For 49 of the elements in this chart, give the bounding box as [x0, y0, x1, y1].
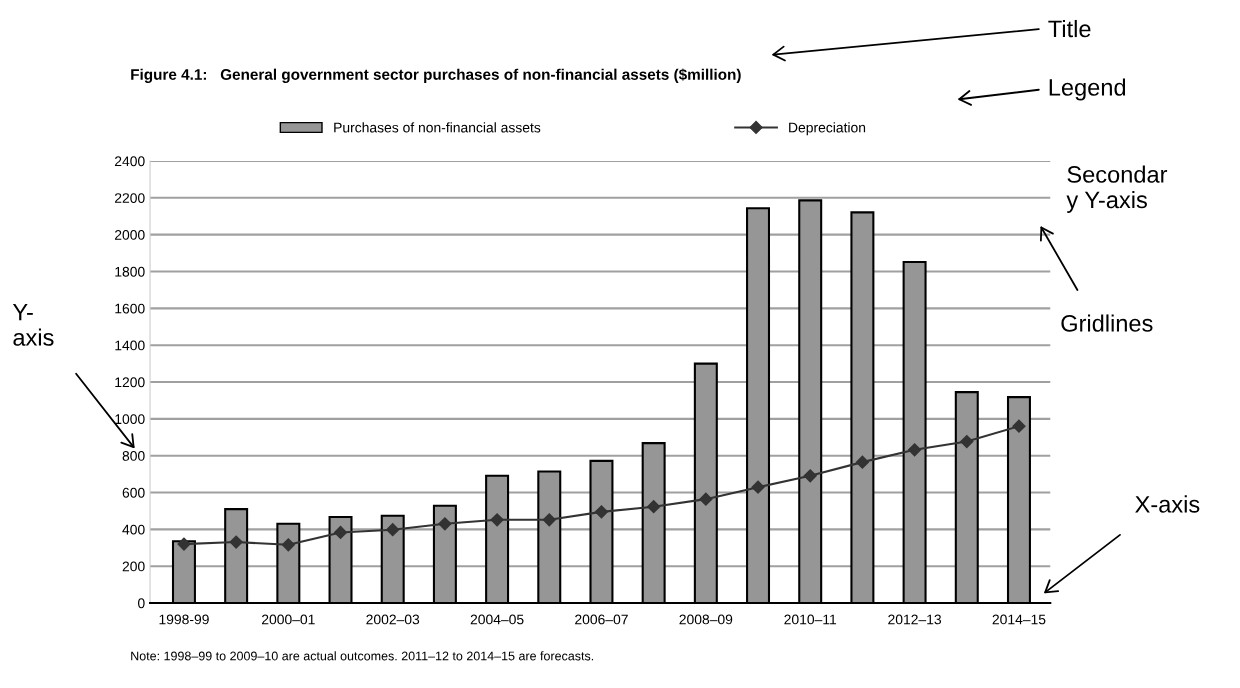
point — [386, 523, 400, 537]
text: Y- axis — [12, 303, 54, 346]
x-tick-label: 2012–13 — [888, 614, 942, 625]
text: Secondar y Y-axis — [1066, 165, 1168, 213]
y-tick-label: 0 — [138, 598, 145, 609]
y-tick-label: 400 — [122, 524, 145, 535]
point — [229, 535, 243, 549]
text: Title — [1048, 19, 1091, 38]
point — [542, 513, 556, 527]
y-tick-label: 2400 — [114, 156, 145, 167]
x-tick-label: 2000–01 — [262, 614, 315, 625]
point — [647, 500, 661, 514]
y-tick-label: 1800 — [115, 266, 145, 277]
x-tick-label: 2008–09 — [679, 614, 733, 625]
x-tick-label: 2006–07 — [575, 614, 628, 625]
point — [177, 537, 191, 551]
y-tick-label: 800 — [122, 451, 145, 461]
y-tick-label: 1600 — [115, 303, 145, 314]
y-tick-label: 600 — [122, 487, 145, 498]
x-tick-label: 2004–05 — [470, 614, 524, 625]
y-tick-label: 1400 — [115, 340, 145, 351]
point — [751, 480, 765, 494]
point — [855, 455, 869, 469]
text: Note: 1998–99 to 2009–10 are actual outcomes. 2011–12 to 2014–15 are forecasts. — [131, 651, 594, 661]
point — [594, 505, 609, 519]
point — [333, 525, 348, 540]
y-tick-label: 2000 — [114, 230, 145, 240]
x-tick-label: 2014–15 — [992, 614, 1046, 625]
point — [438, 517, 452, 531]
x-tick-label: 2010–11 — [784, 614, 837, 625]
y-tick-label: 2200 — [114, 193, 145, 203]
point — [1012, 419, 1026, 433]
text: X-axis — [1135, 495, 1200, 513]
text: Legend — [1049, 78, 1126, 101]
point — [908, 443, 922, 457]
legend-label: Purchases of non-financial assets — [334, 122, 541, 133]
point — [803, 469, 817, 483]
legend-label: Depreciation — [789, 122, 866, 136]
text: Gridlines — [1061, 314, 1153, 332]
x-tick-label: 2002–03 — [366, 614, 420, 625]
point — [281, 538, 295, 552]
point — [490, 513, 504, 527]
chart-title: Figure 4.1: General government sector purchases of non-financial assets ($million) — [131, 68, 741, 83]
point — [699, 492, 713, 506]
x-tick-label: 1998-99 — [159, 614, 209, 625]
y-tick-label: 1200 — [115, 377, 145, 388]
point — [960, 434, 974, 449]
y-tick-label: 1000 — [115, 414, 145, 425]
y-tick-label: 200 — [122, 561, 145, 572]
